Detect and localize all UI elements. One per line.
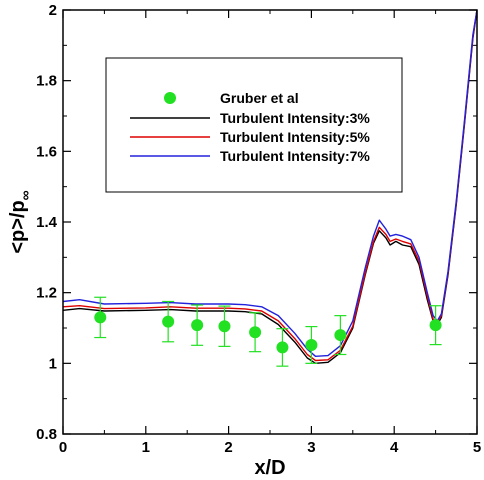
legend-label-3: Turbulent Intensity:7% [220, 148, 370, 164]
y-axis-title-subscript: ∞ [17, 190, 33, 200]
x-tick-label-0: 0 [59, 439, 67, 456]
x-tick-label-5: 5 [473, 439, 481, 456]
y-tick-label-2: 1.2 [36, 285, 57, 302]
data-layer [63, 10, 477, 367]
x-tick-label-3: 3 [307, 439, 315, 456]
legend-label-2: Turbulent Intensity:5% [220, 129, 370, 145]
legend-label-1: Turbulent Intensity:3% [220, 110, 370, 126]
y-tick-label-0: 0.8 [36, 426, 57, 443]
x-tick-label-4: 4 [390, 439, 399, 456]
data-point-0 [94, 311, 107, 324]
legend-marker-0 [164, 92, 176, 104]
x-tick-label-1: 1 [142, 439, 150, 456]
legend-label-0: Gruber et al [220, 90, 299, 106]
legend-box [105, 57, 403, 193]
y-axis-title-main: <p>/p [7, 200, 29, 253]
data-point-3 [218, 320, 231, 333]
y-tick-label-3: 1.4 [36, 214, 58, 231]
y-tick-label-4: 1.6 [36, 143, 57, 160]
data-point-1 [162, 315, 175, 328]
y-tick-label-1: 1 [49, 355, 57, 372]
series-line-2 [63, 10, 477, 362]
x-tick-label-2: 2 [224, 439, 232, 456]
y-axis-title: <p>/p∞ [7, 190, 33, 253]
series-line-3 [63, 10, 477, 357]
x-axis-title: x/D [254, 457, 285, 479]
y-tick-label-6: 2 [49, 2, 57, 19]
y-tick-label-5: 1.8 [36, 73, 57, 90]
data-point-2 [191, 319, 204, 332]
legend: Gruber et al Turbulent Intensity:3% Turbul… [105, 57, 403, 193]
data-point-4 [249, 326, 262, 339]
tick-layer: 0 1 2 3 4 5 0.8 1 1.2 1.4 1.6 1.8 2 [36, 2, 481, 456]
data-point-5 [276, 341, 289, 354]
data-point-8 [429, 319, 442, 332]
data-point-7 [334, 329, 347, 342]
data-point-6 [305, 338, 318, 351]
